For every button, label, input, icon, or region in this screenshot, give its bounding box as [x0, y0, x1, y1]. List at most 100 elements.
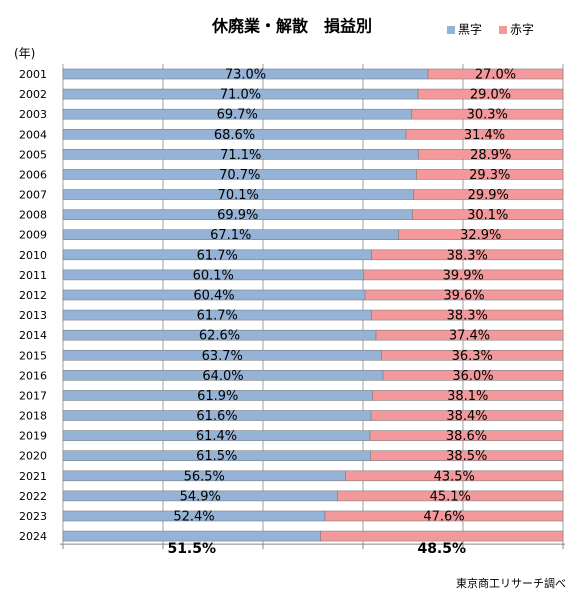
bar-segment: [320, 530, 564, 542]
value-label: 30.1%: [467, 208, 508, 223]
value-label: 63.7%: [202, 349, 243, 364]
y-tick-label: 2016: [19, 369, 47, 382]
bar-segment: [370, 450, 564, 462]
value-label: 60.1%: [193, 268, 234, 283]
value-label: 29.0%: [470, 88, 511, 103]
chart-title: 休廃業・解散 損益別: [211, 17, 372, 36]
y-tick-label: 2021: [19, 470, 47, 483]
value-label: 62.6%: [199, 329, 240, 344]
value-label: 39.6%: [443, 288, 484, 303]
bar-segment: [398, 229, 564, 241]
y-tick-label: 2010: [19, 249, 47, 262]
value-label: 38.6%: [446, 429, 487, 444]
value-label: 38.3%: [447, 309, 488, 324]
value-label: 71.1%: [220, 148, 261, 163]
bar-segment: [324, 510, 564, 522]
y-tick-label: 2022: [19, 490, 47, 503]
value-label: 47.6%: [423, 509, 464, 524]
value-label: 45.1%: [430, 489, 471, 504]
value-label: 61.7%: [197, 309, 238, 324]
value-label: 48.5%: [417, 541, 466, 557]
value-label: 73.0%: [225, 68, 266, 83]
value-label: 43.5%: [434, 469, 475, 484]
y-tick-label: 2001: [19, 68, 47, 81]
bar-segment: [375, 329, 564, 341]
bar-segment: [370, 410, 564, 421]
legend-label: 赤字: [510, 22, 534, 37]
value-label: 69.9%: [217, 208, 258, 223]
bar-segment: [418, 149, 564, 160]
y-tick-label: 2006: [19, 168, 47, 181]
y-tick-label: 2003: [19, 108, 47, 121]
bar-segment: [381, 349, 564, 361]
source-note: 東京商工リサーチ調べ: [456, 576, 566, 590]
bar-segment: [405, 128, 564, 140]
y-tick-label: 2014: [19, 329, 47, 342]
bar-segment: [372, 390, 564, 401]
value-label: 64.0%: [202, 369, 243, 384]
value-label: 60.4%: [193, 288, 234, 303]
y-tick-label: 2017: [19, 389, 47, 402]
value-label: 61.5%: [196, 449, 237, 464]
value-label: 61.9%: [197, 389, 238, 404]
bar-segment: [427, 68, 564, 80]
value-label: 70.7%: [219, 168, 260, 183]
y-tick-label: 2020: [19, 450, 47, 463]
value-label: 39.9%: [443, 268, 484, 283]
y-tick-label: 2008: [19, 209, 47, 222]
value-label: 69.7%: [217, 108, 258, 123]
bar-segment: [413, 189, 564, 200]
value-label: 67.1%: [210, 228, 251, 243]
bar-segment: [411, 108, 564, 120]
bar-segment: [371, 309, 564, 321]
value-label: 70.1%: [218, 188, 259, 203]
bar-segment: [371, 249, 564, 261]
value-label: 36.0%: [452, 369, 493, 384]
value-label: 71.0%: [220, 88, 261, 103]
legend-swatch: [499, 26, 507, 34]
value-label: 28.9%: [470, 148, 511, 163]
value-label: 38.1%: [447, 389, 488, 404]
legend-label: 黒字: [458, 22, 482, 37]
y-tick-label: 2011: [19, 269, 47, 282]
value-label: 61.7%: [197, 248, 238, 263]
y-tick-label: 2005: [19, 148, 47, 161]
value-label: 36.3%: [452, 349, 493, 364]
y-tick-label: 2015: [19, 349, 47, 362]
bar-segment: [364, 289, 564, 301]
value-label: 68.6%: [214, 128, 255, 143]
y-tick-label: 2004: [19, 128, 47, 141]
value-label: 29.3%: [469, 168, 510, 183]
value-label: 31.4%: [464, 128, 505, 143]
y-axis-label: (年): [14, 47, 35, 61]
value-label: 61.4%: [196, 429, 237, 444]
bar-segment: [382, 370, 564, 381]
bar-segment: [369, 430, 564, 441]
y-tick-label: 2019: [19, 430, 47, 443]
bar-segment: [412, 209, 564, 220]
value-label: 38.5%: [446, 449, 487, 464]
value-label: 54.9%: [180, 489, 221, 504]
y-tick-label: 2002: [19, 88, 47, 101]
value-label: 38.3%: [447, 248, 488, 263]
value-label: 56.5%: [184, 469, 225, 484]
y-tick-label: 2013: [19, 309, 47, 322]
value-label: 38.4%: [446, 409, 487, 424]
bar-segment: [416, 169, 564, 180]
y-tick-label: 2023: [19, 510, 47, 523]
y-tick-label: 2012: [19, 289, 47, 302]
y-tick-label: 2009: [19, 229, 47, 242]
bar-segment: [62, 530, 321, 542]
y-tick-label: 2018: [19, 410, 47, 423]
value-label: 51.5%: [167, 541, 216, 557]
bar-segment: [363, 269, 564, 281]
value-label: 37.4%: [449, 329, 490, 344]
value-label: 29.9%: [468, 188, 509, 203]
value-label: 30.3%: [467, 108, 508, 123]
value-label: 61.6%: [196, 409, 237, 424]
value-label: 52.4%: [173, 509, 214, 524]
y-tick-label: 2007: [19, 189, 47, 202]
value-label: 32.9%: [460, 228, 501, 243]
